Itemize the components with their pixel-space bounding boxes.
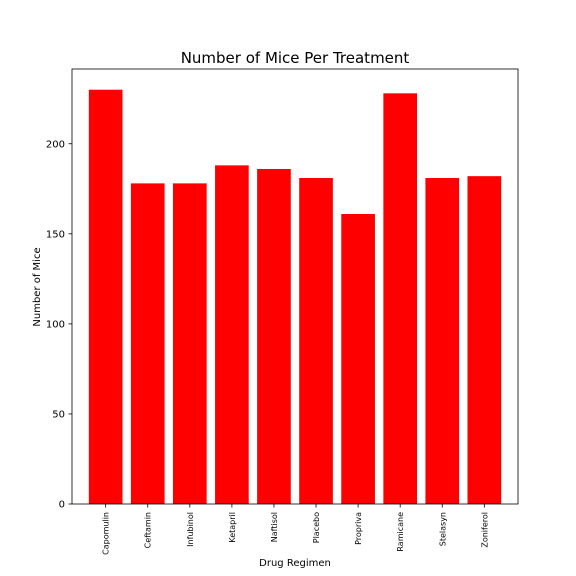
y-tick-label: 0	[59, 500, 65, 511]
bar-naftisol	[257, 168, 291, 504]
bar-ketapril	[215, 165, 249, 504]
y-tick-label: 50	[52, 409, 65, 420]
x-tick-label-capomulin: Capomulin	[102, 512, 111, 555]
bar-ramicane	[383, 93, 418, 504]
y-tick-label: 100	[46, 319, 65, 330]
y-tick-label: 150	[46, 229, 65, 240]
plot-area: 0 50 100 150 200 Capomulin Ceftamin Infubinol Ke…	[46, 68, 519, 555]
x-tick-label-propriva: Propriva	[354, 512, 363, 545]
bar-infubinol	[172, 183, 207, 504]
bar-zoniferol	[467, 176, 502, 505]
y-axis-label: Number of Mice	[32, 247, 43, 326]
bar-stelasyn	[425, 177, 460, 505]
x-tick-label-naftisol: Naftisol	[270, 512, 279, 542]
axes-frame	[71, 68, 519, 505]
bar-ceftamin	[130, 183, 165, 504]
x-tick-label-ketapril: Ketapril	[228, 512, 237, 543]
x-tick-label-placebo: Placebo	[312, 512, 321, 543]
y-tick-label: 200	[46, 139, 65, 150]
bar-capomulin	[88, 89, 123, 505]
x-axis-label: Drug Regimen	[259, 558, 331, 569]
x-tick-label-ceftamin: Ceftamin	[144, 512, 153, 548]
chart-title: Number of Mice Per Treatment	[181, 49, 410, 67]
x-tick-label-infubinol: Infubinol	[186, 512, 195, 547]
x-tick-label-ramicane: Ramicane	[396, 512, 405, 552]
bar-placebo	[299, 177, 333, 505]
x-tick-label-zoniferol: Zoniferol	[480, 512, 489, 548]
bar-propriva	[341, 214, 375, 504]
x-tick-label-stelasyn: Stelasyn	[438, 512, 447, 546]
